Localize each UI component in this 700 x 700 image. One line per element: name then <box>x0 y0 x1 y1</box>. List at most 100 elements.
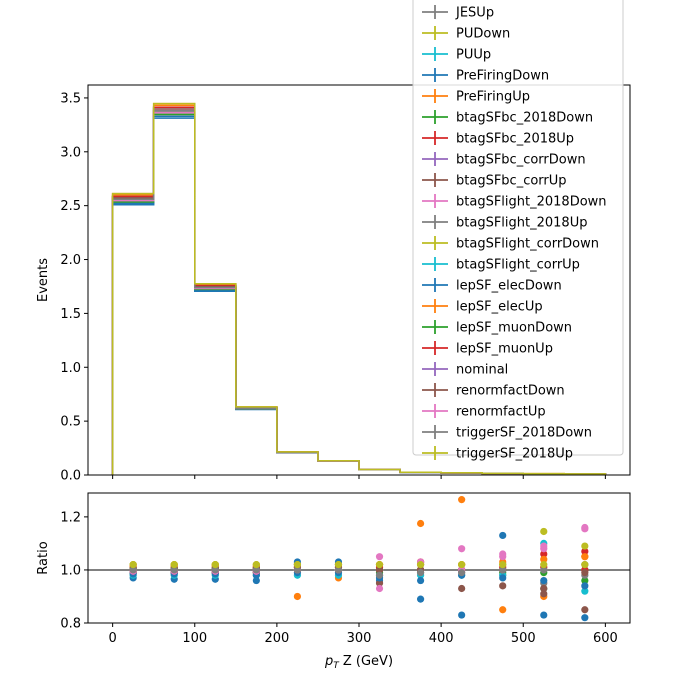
legend-label: lepSF_muonDown <box>456 321 572 336</box>
legend-item: lepSF_muonDown <box>422 320 572 336</box>
legend-item: lepSF_elecUp <box>422 299 543 315</box>
ratio-x-tick-label: 300 <box>347 631 372 646</box>
ratio-y-tick-label: 0.8 <box>60 617 81 632</box>
ratio-point <box>540 611 548 619</box>
legend-item: renormfactDown <box>422 383 565 399</box>
ratio-point <box>129 561 137 569</box>
legend-item: JESUp <box>422 5 494 21</box>
top-y-ticks: 0.0 0.5 1.0 1.5 2.0 2.5 3.0 3.5 <box>60 91 88 484</box>
legend-label: PUUp <box>456 48 491 63</box>
ratio-y-tick-label: 1.0 <box>60 563 81 578</box>
ratio-point <box>540 590 548 598</box>
ratio-point <box>581 614 589 622</box>
ratio-y-tick-label: 1.2 <box>60 510 81 525</box>
legend: JESUp PUDown PUUp PreFiringDown PreFiringUp b… <box>412 0 624 462</box>
ratio-point <box>416 561 425 569</box>
legend-label: lepSF_elecUp <box>456 300 543 315</box>
legend-label: btagSFbc_2018Up <box>456 132 574 147</box>
legend-item: nominal <box>422 362 508 378</box>
ratio-point <box>540 561 548 569</box>
ratio-point <box>293 561 302 569</box>
ratio-x-tick-label: 100 <box>182 631 207 646</box>
ratio-point <box>170 566 178 574</box>
top-y-tick-label: 1.0 <box>60 361 81 376</box>
top-y-tick-label: 3.0 <box>60 145 81 160</box>
ratio-points <box>129 496 589 622</box>
ratio-point <box>458 561 466 569</box>
ratio-point <box>540 550 548 558</box>
ratio-point <box>581 576 589 585</box>
ratio-point <box>211 566 219 574</box>
top-y-tick-label: 0.5 <box>60 415 81 430</box>
ratio-point <box>334 566 343 574</box>
ratio-point <box>540 566 548 574</box>
ratio-point <box>416 519 425 528</box>
ratio-point <box>581 606 589 614</box>
legend-item: btagSFlight_2018Up <box>422 215 587 231</box>
ratio-point <box>581 547 589 555</box>
legend-item: PUDown <box>422 26 510 42</box>
ratio-point <box>581 582 589 590</box>
ratio-point <box>540 584 548 593</box>
ratio-point <box>416 595 425 603</box>
ratio-point <box>540 555 548 563</box>
ratio-point <box>252 566 260 574</box>
ratio-x-ticks: 0 100 200 300 400 500 600 <box>108 623 618 646</box>
ratio-point <box>211 561 219 569</box>
ratio-point <box>416 568 425 577</box>
ratio-point <box>581 553 589 561</box>
ratio-point <box>375 584 384 593</box>
top-y-tick-label: 3.5 <box>60 91 81 106</box>
legend-item: btagSFlight_corrDown <box>422 236 599 252</box>
ratio-point <box>416 576 425 585</box>
legend-item: PreFiringUp <box>422 89 530 105</box>
ratio-point <box>540 527 548 536</box>
legend-label: triggerSF_2018Down <box>456 426 592 441</box>
legend-item: btagSFbc_2018Down <box>422 110 593 126</box>
legend-item: triggerSF_2018Up <box>422 446 573 462</box>
top-y-tick-label: 0.0 <box>60 469 81 484</box>
ratio-point <box>252 561 260 569</box>
legend-label: btagSFlight_2018Down <box>456 195 607 210</box>
legend-item: btagSFbc_corrUp <box>422 173 567 189</box>
ratio-point <box>458 568 466 577</box>
ratio-point <box>499 574 507 582</box>
ratio-point <box>499 553 507 561</box>
ratio-point <box>375 566 384 574</box>
ratio-point <box>499 561 507 569</box>
ratio-x-tick-label: 0 <box>108 631 116 646</box>
legend-label: btagSFlight_2018Up <box>456 216 587 231</box>
legend-item: btagSFbc_corrDown <box>422 152 586 168</box>
top-plot-area: 0.0 0.5 1.0 1.5 2.0 2.5 3.0 3.5 Events <box>36 84 631 484</box>
legend-item: PUUp <box>422 47 491 63</box>
ratio-x-tick-label: 400 <box>429 631 454 646</box>
legend-label: PreFiringDown <box>456 69 549 84</box>
ratio-point <box>293 592 302 601</box>
ratio-plot-area: 0.8 1.0 1.2 0 100 200 300 400 500 600 Ratio pT Z… <box>36 492 631 671</box>
ratio-point <box>499 606 507 614</box>
ratio-point <box>581 561 589 569</box>
legend-label: PUDown <box>456 27 510 42</box>
ratio-point <box>499 566 507 574</box>
legend-label: btagSFlight_corrUp <box>456 258 580 273</box>
x-axis-label-p: p <box>324 654 333 669</box>
ratio-x-tick-label: 200 <box>264 631 289 646</box>
ratio-y-ticks: 0.8 1.0 1.2 <box>60 510 88 632</box>
ratio-point <box>375 579 384 587</box>
legend-label: lepSF_elecDown <box>456 279 562 294</box>
ratio-x-tick-label: 600 <box>593 631 618 646</box>
legend-item: renormfactUp <box>422 404 546 420</box>
ratio-point <box>499 531 507 540</box>
legend-item: lepSF_elecDown <box>422 278 562 294</box>
legend-label: btagSFbc_corrUp <box>456 174 567 189</box>
legend-label: PreFiringUp <box>456 90 530 105</box>
step-series-line <box>111 102 607 475</box>
legend-label: renormfactUp <box>456 405 546 420</box>
legend-box <box>412 0 624 456</box>
ratio-point <box>458 545 466 553</box>
top-y-tick-label: 2.5 <box>60 199 81 214</box>
x-axis-label: pT Z (GeV) <box>324 654 393 671</box>
ratio-point <box>458 584 466 593</box>
legend-label: renormfactDown <box>456 384 565 399</box>
ratio-point <box>375 561 384 569</box>
